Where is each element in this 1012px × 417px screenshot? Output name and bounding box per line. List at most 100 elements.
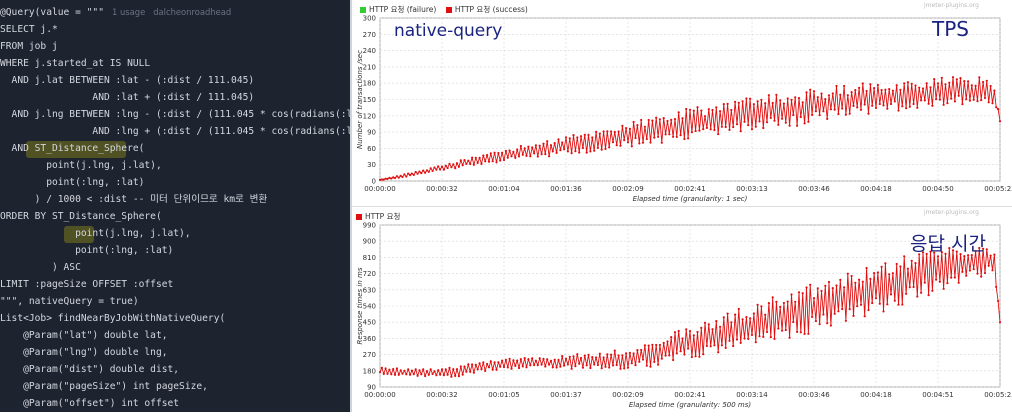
data-point (557, 138, 560, 141)
data-point (444, 164, 447, 167)
data-point (848, 308, 851, 311)
data-point (399, 369, 402, 372)
data-point (564, 357, 568, 360)
data-point (703, 115, 707, 118)
data-point (773, 119, 776, 122)
data-point (829, 324, 832, 327)
data-point (844, 113, 847, 116)
data-point (901, 105, 904, 108)
data-point (489, 152, 492, 155)
data-point (613, 349, 616, 352)
code-line-text: @Param("lng") double lng, (0, 347, 168, 358)
data-point (869, 277, 872, 280)
data-point (844, 319, 847, 322)
data-point (416, 172, 419, 175)
legend-item-success: HTTP 요청 (success) (445, 5, 528, 14)
data-point (888, 273, 891, 276)
data-point (801, 292, 804, 295)
data-point (636, 124, 639, 127)
data-point (431, 169, 434, 172)
data-point (694, 129, 697, 133)
data-point (410, 369, 413, 372)
x-tick-label: 00:01:04 (488, 185, 520, 193)
data-point (914, 84, 917, 87)
data-point (918, 253, 921, 256)
data-point (414, 170, 417, 174)
data-point (703, 321, 707, 324)
code-hint: 1 usage dalcheonroadhead (103, 7, 232, 17)
data-point (707, 323, 710, 326)
data-point (602, 130, 605, 133)
y-tick-label: 360 (363, 335, 376, 343)
data-point (951, 249, 955, 252)
data-point (903, 255, 906, 258)
data-point (734, 100, 737, 103)
data-point (910, 82, 913, 85)
data-point (963, 255, 966, 258)
code-line-text: ) ASC (0, 262, 81, 273)
data-point (709, 345, 712, 348)
data-point (874, 106, 878, 109)
data-point (446, 373, 449, 376)
data-point (756, 303, 759, 306)
y-tick-label: 60 (367, 145, 376, 153)
data-point (936, 82, 940, 85)
data-point (548, 155, 551, 158)
data-point (807, 120, 810, 123)
data-point (581, 146, 584, 150)
data-point (393, 373, 397, 376)
data-point (392, 368, 395, 371)
x-tick-label: 00:01:36 (550, 185, 582, 193)
data-point (811, 113, 814, 116)
data-point (553, 358, 556, 361)
data-point (403, 369, 406, 372)
data-point (927, 102, 930, 105)
data-point (422, 169, 425, 172)
data-point (940, 76, 943, 79)
data-point (739, 130, 742, 133)
data-point (993, 253, 996, 256)
data-point (715, 106, 718, 109)
data-point (540, 363, 543, 366)
data-point (921, 251, 925, 254)
data-point (918, 86, 921, 89)
data-point (615, 144, 618, 147)
code-line-text: """, nativeQuery = true) (0, 296, 139, 307)
data-point (906, 81, 910, 84)
data-point (487, 366, 491, 369)
data-point (796, 330, 799, 333)
data-point (595, 130, 598, 133)
data-point (578, 362, 581, 365)
data-point (955, 250, 958, 253)
data-point (916, 106, 919, 109)
data-point (724, 125, 727, 129)
data-point (886, 107, 889, 110)
x-tick-label: 00:04:18 (860, 391, 891, 399)
data-point (655, 116, 658, 119)
data-point (769, 116, 772, 119)
data-point (531, 357, 534, 360)
data-point (771, 101, 774, 105)
data-point (950, 276, 953, 279)
data-point (985, 79, 988, 82)
data-point (777, 123, 780, 126)
data-point (596, 363, 599, 367)
data-point (876, 83, 880, 87)
data-point (903, 82, 906, 85)
data-point (653, 136, 656, 139)
data-point (897, 303, 900, 306)
data-point (826, 322, 829, 325)
data-point (786, 97, 789, 100)
data-point (484, 369, 487, 372)
data-point (521, 153, 524, 156)
data-point (549, 359, 553, 362)
data-point (790, 98, 793, 101)
data-point (925, 252, 928, 256)
data-point (412, 173, 415, 176)
data-point (549, 144, 553, 147)
data-point (914, 262, 917, 265)
data-point (542, 142, 545, 145)
data-point (809, 88, 812, 91)
data-point (546, 140, 549, 143)
data-point (651, 119, 654, 122)
